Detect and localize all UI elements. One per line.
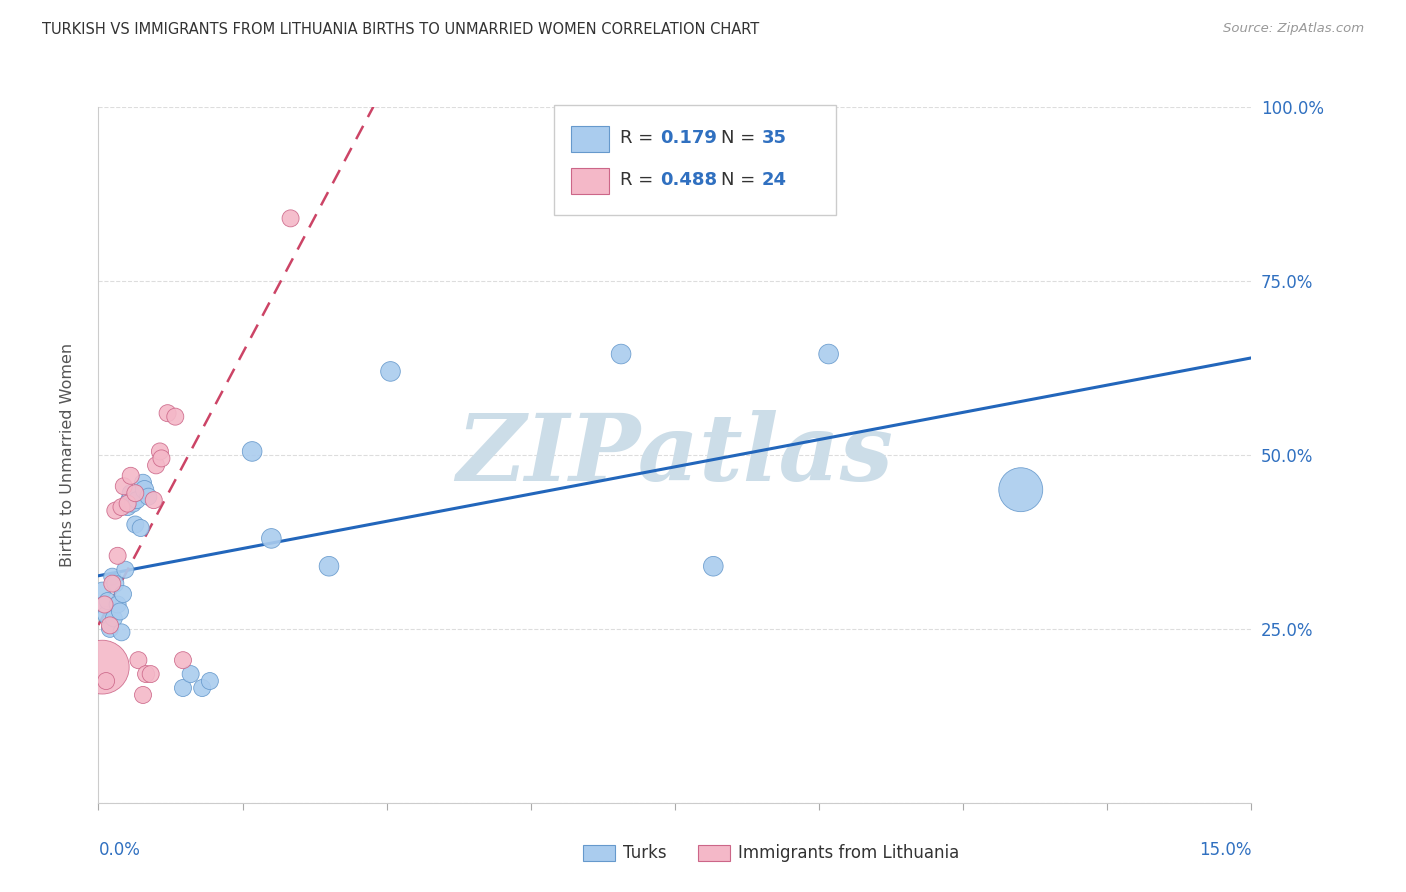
Point (135, 667, 157, 681)
Text: Immigrants from Lithuania: Immigrants from Lithuania (738, 844, 959, 862)
Point (125, 493, 148, 508)
Point (94, 674, 117, 689)
Point (280, 211, 302, 226)
Point (120, 486, 142, 500)
Point (134, 483, 156, 497)
Point (93, 598, 115, 612)
FancyBboxPatch shape (582, 845, 614, 862)
Point (149, 444, 172, 458)
Point (172, 681, 194, 695)
Point (127, 653, 149, 667)
Text: 24: 24 (762, 171, 786, 189)
Point (318, 559, 340, 574)
Point (118, 493, 141, 508)
Point (1010, 483, 1032, 497)
Text: R =: R = (620, 171, 658, 189)
Text: 0.488: 0.488 (659, 171, 717, 189)
Point (93, 598, 115, 612)
Point (103, 611, 125, 625)
FancyBboxPatch shape (571, 126, 609, 153)
FancyBboxPatch shape (571, 168, 609, 194)
Point (110, 625, 132, 640)
Point (120, 468, 142, 483)
Point (156, 406, 179, 420)
Text: N =: N = (721, 129, 761, 147)
Point (180, 667, 202, 681)
Text: ZIPatlas: ZIPatlas (457, 410, 893, 500)
Point (138, 490, 160, 504)
Point (132, 475, 155, 490)
Point (380, 364, 402, 378)
Text: 35: 35 (762, 129, 786, 147)
Point (132, 688, 155, 702)
Point (91, 660, 114, 674)
Point (139, 667, 162, 681)
Point (91, 583, 114, 598)
Point (124, 486, 146, 500)
Point (117, 497, 139, 511)
Point (198, 674, 221, 689)
Point (97, 594, 120, 608)
Point (610, 347, 633, 361)
Point (104, 576, 127, 591)
Point (112, 479, 135, 493)
Text: R =: R = (620, 129, 658, 147)
Point (165, 409, 187, 424)
Point (117, 500, 139, 514)
FancyBboxPatch shape (554, 105, 837, 215)
Point (107, 549, 129, 563)
Point (702, 559, 724, 574)
Text: N =: N = (721, 171, 761, 189)
Point (817, 347, 839, 361)
Text: Source: ZipAtlas.com: Source: ZipAtlas.com (1223, 22, 1364, 36)
Point (98, 622, 121, 636)
Point (172, 653, 194, 667)
Point (98, 618, 121, 632)
Point (110, 500, 132, 514)
Point (240, 444, 263, 458)
Point (101, 570, 124, 584)
Point (101, 576, 124, 591)
Text: 0.0%: 0.0% (98, 841, 141, 859)
Text: Turks: Turks (623, 844, 666, 862)
Point (122, 497, 145, 511)
Point (108, 605, 131, 619)
Text: TURKISH VS IMMIGRANTS FROM LITHUANIA BIRTHS TO UNMARRIED WOMEN CORRELATION CHART: TURKISH VS IMMIGRANTS FROM LITHUANIA BIR… (42, 22, 759, 37)
FancyBboxPatch shape (697, 845, 730, 862)
Point (260, 532, 283, 546)
Point (191, 681, 214, 695)
Point (107, 598, 129, 612)
Point (104, 503, 127, 517)
Point (129, 521, 152, 535)
Y-axis label: Births to Unmarried Women: Births to Unmarried Women (60, 343, 75, 567)
Point (124, 517, 146, 532)
Point (142, 493, 165, 508)
Text: 0.179: 0.179 (659, 129, 717, 147)
Point (145, 458, 167, 473)
Point (114, 563, 136, 577)
Point (94, 607, 117, 622)
Text: 15.0%: 15.0% (1199, 841, 1251, 859)
Point (150, 451, 173, 466)
Point (111, 587, 134, 601)
